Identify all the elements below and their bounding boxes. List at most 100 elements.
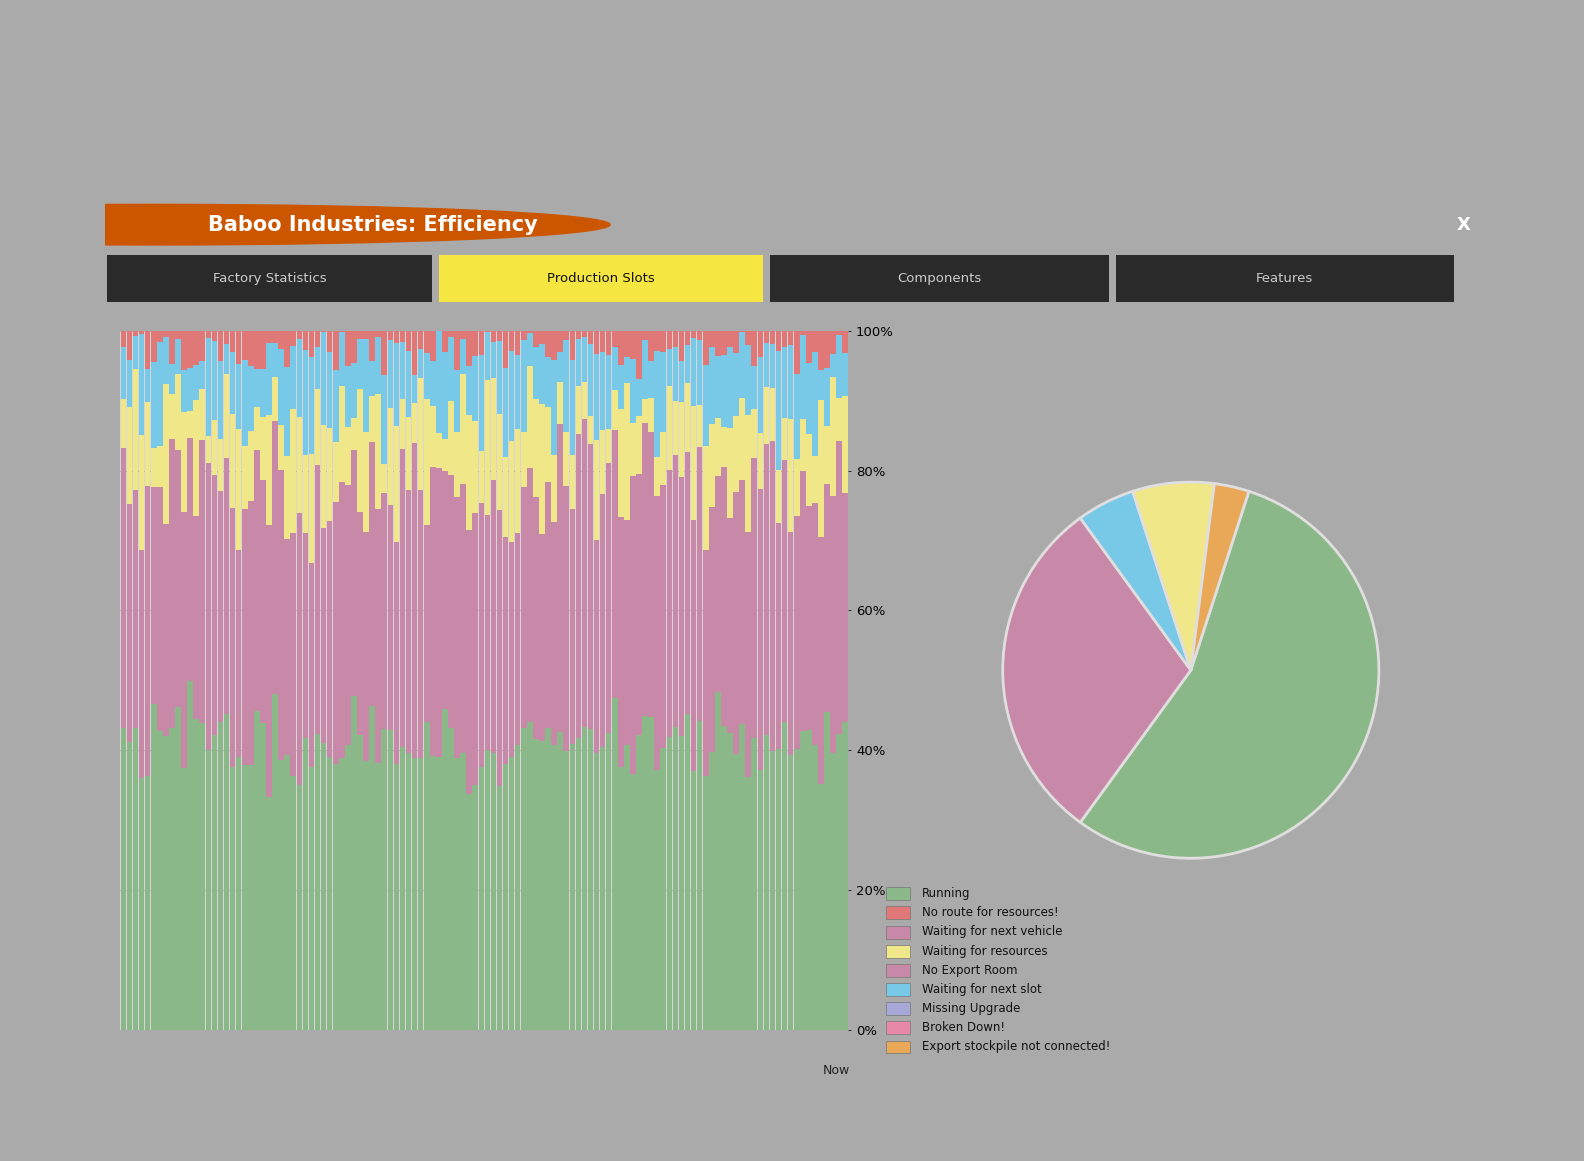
Bar [139, 331, 144, 334]
Bar [139, 778, 144, 1030]
Bar [279, 349, 284, 425]
Bar [607, 430, 611, 462]
Bar [527, 469, 532, 722]
Text: Broken Down!: Broken Down! [922, 1022, 1004, 1034]
Bar [1115, 255, 1454, 302]
Bar [770, 441, 775, 751]
Bar [375, 337, 382, 394]
Bar [169, 439, 174, 728]
Bar [836, 336, 843, 398]
Bar [813, 352, 817, 456]
Bar [794, 749, 800, 1030]
Bar [637, 378, 642, 416]
Bar [217, 331, 223, 361]
Bar [296, 513, 303, 786]
Bar [472, 356, 478, 421]
Bar [714, 331, 721, 356]
Bar [193, 719, 200, 1030]
Bar [588, 331, 594, 344]
Bar [564, 751, 569, 1030]
Bar [193, 515, 200, 719]
Bar [806, 730, 811, 1030]
Bar [539, 404, 545, 534]
Bar [497, 413, 502, 510]
Text: Factory Statistics: Factory Statistics [212, 272, 326, 286]
Bar [206, 462, 211, 750]
Bar [534, 738, 539, 1030]
Bar [733, 416, 738, 492]
Bar [127, 742, 133, 1030]
Bar [455, 758, 459, 1030]
Bar [260, 368, 266, 417]
Bar [678, 736, 684, 1030]
Bar [806, 331, 811, 362]
Bar [673, 455, 678, 727]
Bar [406, 417, 412, 490]
Bar [303, 533, 309, 738]
Bar [200, 361, 204, 389]
Text: Missing Upgrade: Missing Upgrade [922, 1002, 1020, 1015]
Bar [588, 344, 594, 417]
Bar [157, 486, 163, 731]
Bar [564, 486, 569, 751]
Bar [150, 447, 157, 488]
Bar [497, 341, 502, 413]
Bar [358, 339, 363, 389]
Bar [333, 764, 339, 1030]
Bar [176, 707, 181, 1030]
Bar [691, 406, 697, 520]
Bar [710, 347, 714, 424]
Bar [363, 760, 369, 1030]
Bar [830, 331, 836, 354]
Bar [515, 533, 521, 745]
Bar [176, 450, 181, 707]
Bar [836, 398, 843, 441]
Bar [425, 331, 429, 353]
Bar [630, 331, 635, 359]
Bar [260, 331, 266, 368]
Bar [545, 331, 551, 358]
Bar [787, 755, 794, 1030]
Bar [425, 399, 429, 526]
Bar [740, 724, 744, 1030]
Bar [406, 490, 412, 753]
Bar [144, 776, 150, 1030]
Text: Running: Running [922, 887, 971, 900]
Bar [727, 518, 733, 734]
Bar [824, 712, 830, 1030]
Bar [472, 331, 478, 356]
Bar [406, 351, 412, 417]
Bar [558, 382, 562, 424]
Bar [315, 464, 320, 734]
Bar [661, 432, 667, 485]
Bar [678, 476, 684, 736]
Bar [624, 744, 630, 1030]
Bar [296, 331, 303, 339]
Bar [521, 432, 526, 488]
Bar [303, 331, 309, 349]
Bar [272, 377, 277, 420]
Bar [309, 356, 314, 454]
Bar [830, 753, 836, 1030]
Bar [455, 331, 459, 369]
Bar [193, 399, 200, 515]
Bar [727, 331, 733, 347]
Bar [309, 766, 314, 1030]
Bar [684, 383, 691, 452]
Bar [200, 723, 204, 1030]
Bar [575, 339, 581, 387]
Bar [502, 457, 508, 536]
Bar [279, 470, 284, 759]
Bar [253, 331, 260, 369]
Bar [485, 750, 489, 1030]
Bar [303, 349, 309, 455]
Bar [466, 366, 472, 416]
Bar [315, 347, 320, 389]
Bar [296, 786, 303, 1030]
Bar [375, 763, 382, 1030]
Bar [309, 563, 314, 766]
Bar [733, 353, 738, 416]
Text: No Export Room: No Export Room [922, 964, 1017, 976]
Bar [551, 745, 558, 1030]
Bar [176, 339, 181, 374]
